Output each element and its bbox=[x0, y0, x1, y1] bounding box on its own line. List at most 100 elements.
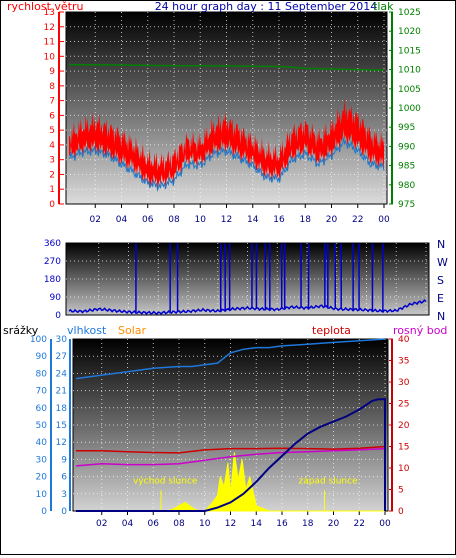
wind-tick-label: 11 bbox=[44, 38, 55, 48]
temperature-tick-label: 5 bbox=[398, 486, 404, 496]
rain-tick-label: 80 bbox=[36, 369, 48, 379]
humidity-tick-label: 6 bbox=[61, 473, 67, 483]
x-tick-label: 10 bbox=[195, 215, 207, 225]
x-tick-label: 14 bbox=[251, 519, 263, 529]
humidity-tick-label: 3 bbox=[61, 490, 67, 500]
rain-tick-label: 20 bbox=[36, 473, 48, 483]
pressure-tick-label: 995 bbox=[398, 123, 415, 133]
direction-tick-label: 360 bbox=[44, 239, 61, 249]
x-tick-label: 04 bbox=[116, 215, 128, 225]
pressure-tick-label: 1020 bbox=[398, 27, 421, 37]
x-tick-label: 04 bbox=[122, 519, 134, 529]
solar-axis-title: Solar bbox=[118, 324, 147, 337]
direction-tick-label: 270 bbox=[44, 257, 61, 267]
wind-average-line bbox=[68, 137, 385, 192]
x-tick-label: 02 bbox=[90, 215, 101, 225]
pressure-axis-title: tlak bbox=[373, 1, 394, 13]
rain-axis-ticks: 0 10 20 30 40 50 60 70 80 90 100 bbox=[30, 335, 47, 517]
pressure-tick-label: 985 bbox=[398, 162, 415, 172]
pressure-line bbox=[68, 63, 385, 71]
pressure-tick-label: 1000 bbox=[398, 104, 421, 114]
pressure-tick-label: 1025 bbox=[398, 8, 421, 18]
direction-tick-label: 90 bbox=[50, 293, 62, 303]
rain-tick-label: 40 bbox=[36, 438, 48, 448]
humidity-tick-label: 15 bbox=[56, 421, 67, 431]
chart-title: 24 hour graph day : 11 September 2014 bbox=[155, 1, 378, 13]
dewpoint-axis-title: rosný bod bbox=[393, 324, 447, 337]
rain-tick-label: 50 bbox=[36, 421, 48, 431]
humidity-tick-label: 27 bbox=[56, 352, 67, 362]
wind-tick-label: 6 bbox=[49, 111, 55, 121]
x-tick-label: 20 bbox=[326, 215, 338, 225]
wind-tick-label: 0 bbox=[49, 200, 55, 210]
humidity-tick-label: 24 bbox=[56, 369, 68, 379]
x-tick-label: 08 bbox=[168, 215, 180, 225]
dewpoint-line bbox=[75, 447, 386, 467]
rain-axis-title: srážky bbox=[3, 324, 39, 337]
compass-label: E bbox=[437, 292, 444, 305]
x-tick-label: 10 bbox=[199, 519, 211, 529]
humidity-tick-label: 0 bbox=[61, 507, 67, 517]
wind-tick-label: 9 bbox=[49, 67, 55, 77]
wind-direction-spikes bbox=[135, 243, 384, 313]
wind-tick-label: 1 bbox=[49, 185, 55, 195]
compass-label: S bbox=[437, 274, 444, 287]
pressure-tick-label: 990 bbox=[398, 142, 415, 152]
wind-tick-label: 13 bbox=[44, 8, 55, 18]
sunrise-label: východ slunce bbox=[133, 476, 198, 486]
rain-tick-label: 70 bbox=[36, 387, 48, 397]
direction-panel-grid bbox=[66, 243, 429, 315]
humidity-tick-label: 18 bbox=[56, 404, 68, 414]
climate-panel-x-ticks: 02 04 06 08 10 12 14 16 18 20 22 00 bbox=[96, 511, 391, 529]
sunset-label: západ slunce bbox=[298, 476, 358, 486]
wind-axis-title: rychlost větru bbox=[7, 1, 83, 13]
rain-tick-label: 90 bbox=[36, 352, 48, 362]
x-tick-label: 22 bbox=[352, 215, 363, 225]
wind-panel-grid bbox=[66, 12, 387, 204]
temperature-tick-label: 40 bbox=[398, 335, 410, 345]
rain-tick-label: 30 bbox=[36, 455, 48, 465]
wind-tick-label: 8 bbox=[49, 82, 55, 92]
temperature-tick-label: 30 bbox=[398, 378, 410, 388]
x-tick-label: 08 bbox=[173, 519, 185, 529]
x-tick-label: 16 bbox=[276, 519, 288, 529]
solar-area bbox=[76, 452, 385, 512]
x-tick-label: 00 bbox=[379, 519, 391, 529]
humidity-tick-label: 21 bbox=[56, 387, 67, 397]
x-tick-label: 00 bbox=[378, 215, 390, 225]
wind-tick-label: 3 bbox=[49, 156, 55, 166]
temperature-tick-label: 0 bbox=[398, 507, 404, 517]
compass-label: N bbox=[437, 238, 445, 251]
pressure-tick-label: 1005 bbox=[398, 85, 421, 95]
wind-speed-band bbox=[69, 98, 384, 189]
temperature-line bbox=[76, 445, 386, 454]
x-tick-label: 12 bbox=[225, 519, 236, 529]
wind-tick-label: 5 bbox=[49, 126, 55, 136]
humidity-tick-label: 30 bbox=[56, 335, 68, 345]
pressure-tick-label: 1015 bbox=[398, 46, 421, 56]
pressure-tick-label: 975 bbox=[398, 200, 415, 210]
x-tick-label: 22 bbox=[354, 519, 365, 529]
wind-tick-label: 12 bbox=[44, 23, 55, 33]
x-tick-label: 02 bbox=[96, 519, 107, 529]
x-tick-label: 20 bbox=[328, 519, 340, 529]
wind-tick-label: 4 bbox=[49, 141, 55, 151]
x-tick-label: 16 bbox=[273, 215, 285, 225]
temperature-tick-label: 25 bbox=[398, 400, 409, 410]
temperature-tick-label: 35 bbox=[398, 357, 409, 367]
humidity-axis-ticks: 0 3 6 9 12 15 18 21 24 27 30 bbox=[56, 335, 68, 517]
wind-panel-x-ticks: 02 04 06 08 10 12 14 16 18 20 22 00 bbox=[90, 204, 390, 225]
compass-label: W bbox=[437, 256, 448, 269]
rain-line bbox=[76, 398, 386, 512]
direction-axis-ticks: 0 90 180 270 360 bbox=[44, 239, 61, 321]
compass-label: N bbox=[437, 310, 445, 323]
direction-tick-label: 0 bbox=[55, 311, 61, 321]
humidity-tick-label: 12 bbox=[56, 438, 67, 448]
temperature-axis-title: teplota bbox=[312, 324, 351, 337]
x-tick-label: 06 bbox=[148, 519, 160, 529]
pressure-axis-ticks: 975 980 985 990 995 1000 1005 1010 1015 1020 1025 bbox=[389, 8, 421, 210]
temperature-tick-label: 20 bbox=[398, 421, 410, 431]
